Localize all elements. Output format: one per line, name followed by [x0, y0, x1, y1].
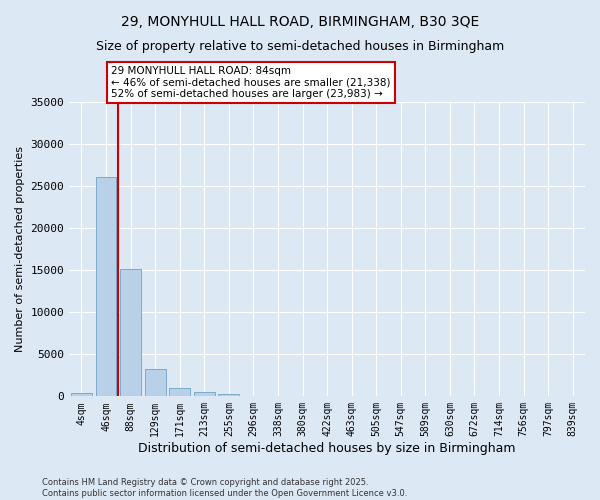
- Text: 29 MONYHULL HALL ROAD: 84sqm
← 46% of semi-detached houses are smaller (21,338)
: 29 MONYHULL HALL ROAD: 84sqm ← 46% of se…: [111, 66, 391, 99]
- Bar: [145, 368, 166, 396]
- Bar: [95, 177, 116, 396]
- Bar: [218, 394, 239, 396]
- Bar: [169, 388, 190, 396]
- Bar: [194, 392, 215, 396]
- Text: Size of property relative to semi-detached houses in Birmingham: Size of property relative to semi-detach…: [96, 40, 504, 53]
- Bar: [120, 268, 141, 396]
- X-axis label: Distribution of semi-detached houses by size in Birmingham: Distribution of semi-detached houses by …: [139, 442, 516, 455]
- Text: Contains HM Land Registry data © Crown copyright and database right 2025.
Contai: Contains HM Land Registry data © Crown c…: [42, 478, 407, 498]
- Text: 29, MONYHULL HALL ROAD, BIRMINGHAM, B30 3QE: 29, MONYHULL HALL ROAD, BIRMINGHAM, B30 …: [121, 15, 479, 29]
- Y-axis label: Number of semi-detached properties: Number of semi-detached properties: [15, 146, 25, 352]
- Bar: [71, 394, 92, 396]
